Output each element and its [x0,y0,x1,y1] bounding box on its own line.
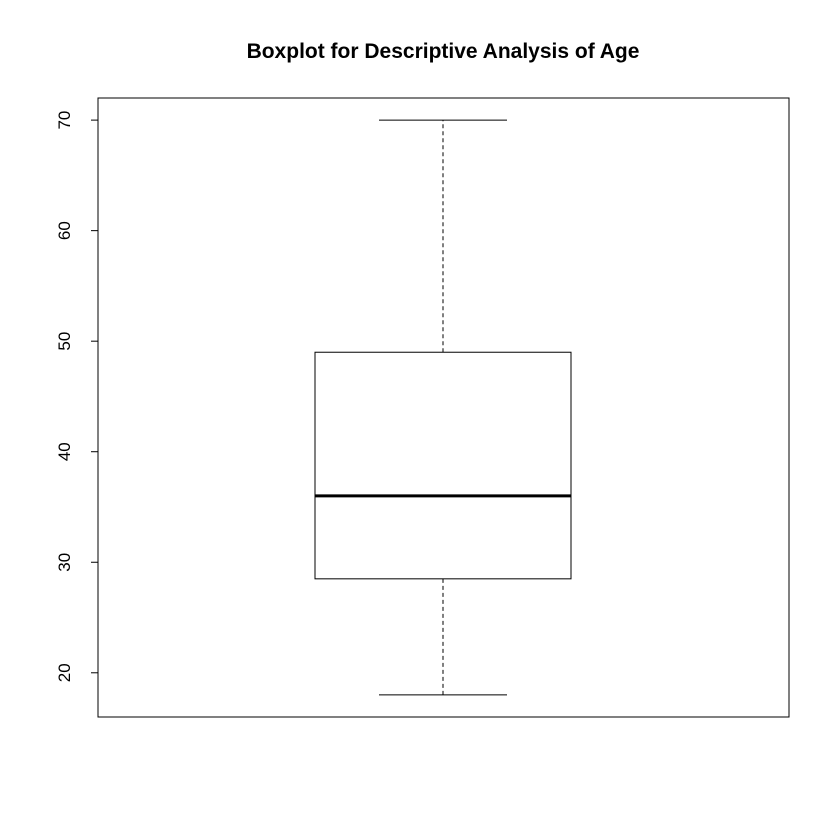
y-tick-label: 40 [55,442,74,461]
box-plot [314,119,572,696]
y-tick-label: 50 [55,332,74,351]
iqr-box [314,351,572,580]
y-tick-label: 30 [55,553,74,572]
chart-title: Boxplot for Descriptive Analysis of Age [247,40,640,63]
y-tick-label: 20 [55,663,74,682]
y-axis: 20 30 40 50 60 70 [55,111,99,682]
y-tick-label: 70 [55,111,74,130]
y-tick-label: 60 [55,221,74,240]
